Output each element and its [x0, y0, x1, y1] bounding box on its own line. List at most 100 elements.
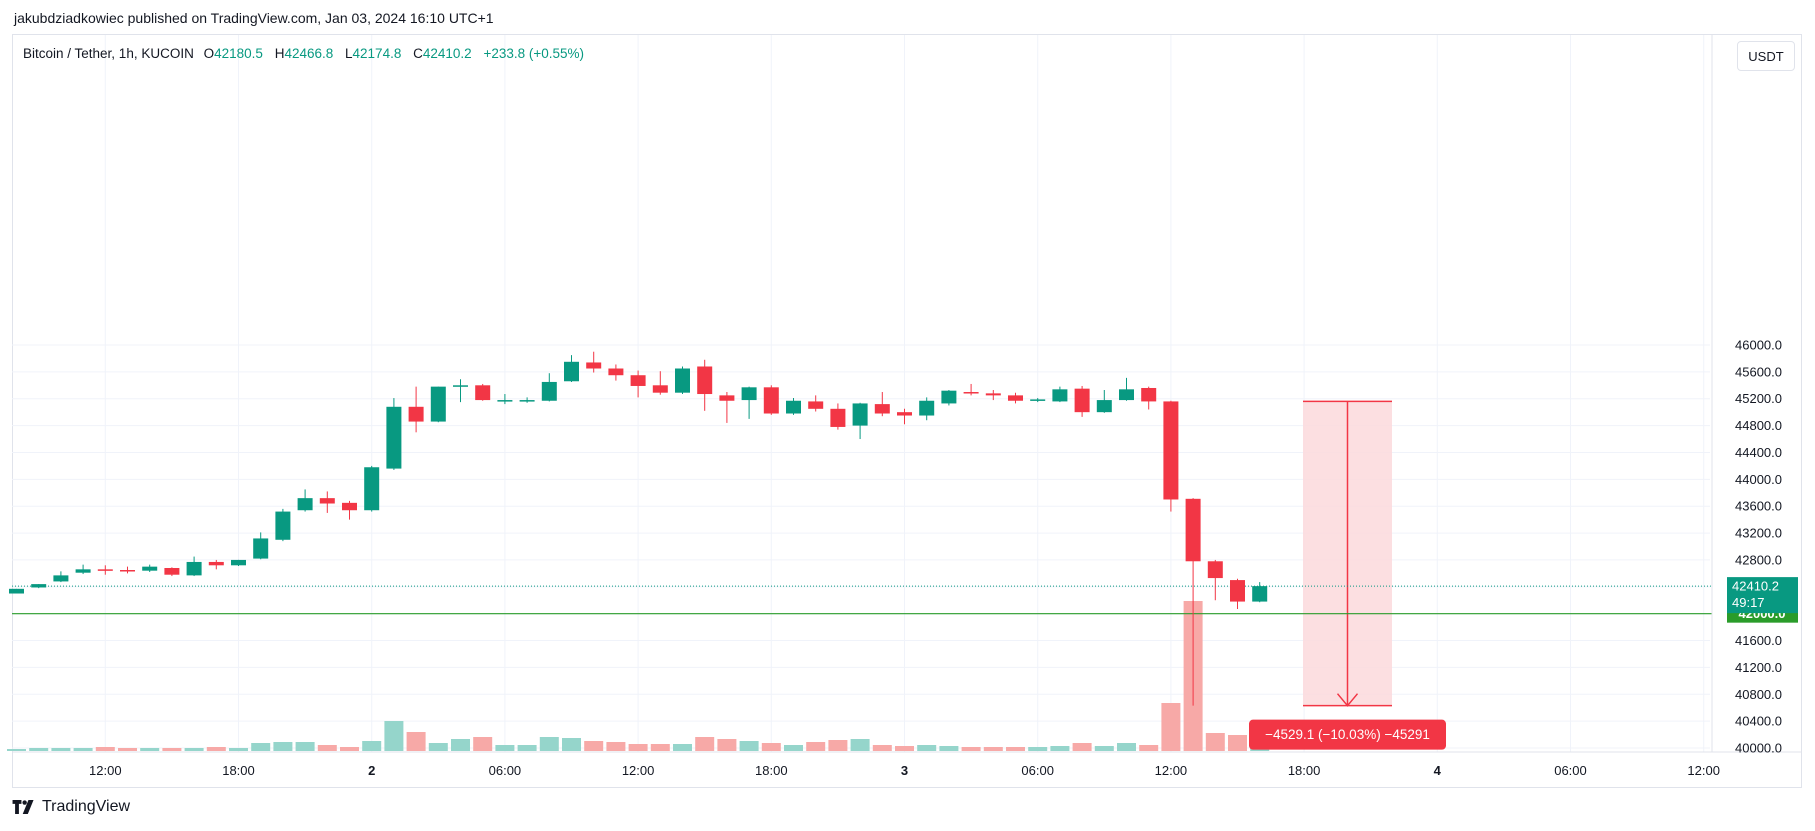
- candle-body: [919, 400, 935, 416]
- candle-body: [519, 400, 535, 402]
- candle: [1096, 390, 1112, 413]
- volume-bar: [1028, 747, 1048, 751]
- candle: [275, 508, 291, 542]
- candle: [1207, 559, 1223, 601]
- volume-bar: [695, 737, 715, 751]
- candle-body: [1185, 498, 1201, 562]
- volume-bar: [251, 743, 271, 751]
- candle-body: [1052, 389, 1068, 402]
- candle-body: [830, 408, 846, 427]
- volume-bar: [317, 745, 337, 751]
- candle: [630, 370, 646, 398]
- time-tick-label: 4: [1434, 763, 1442, 778]
- tradingview-brand[interactable]: TradingView: [12, 798, 130, 816]
- time-tick-label: 18:00: [755, 763, 788, 778]
- volume-bar: [1139, 745, 1159, 751]
- candle: [497, 394, 513, 405]
- volume-bar: [1050, 746, 1070, 751]
- candle: [453, 379, 468, 403]
- volume-bar: [717, 739, 737, 751]
- volume-bar: [451, 739, 470, 751]
- candle: [541, 373, 557, 402]
- volume-bar: [1228, 735, 1247, 751]
- volume-bar: [495, 745, 515, 751]
- candle-body: [808, 401, 824, 409]
- candle: [120, 566, 135, 574]
- volume-bar: [206, 747, 226, 751]
- volume-bar: [340, 747, 359, 751]
- candle: [1163, 400, 1179, 512]
- volume-bar: [73, 748, 93, 751]
- candle-body: [53, 575, 69, 582]
- price-tick-label: 43600.0: [1735, 499, 1782, 514]
- volume-bar: [140, 748, 160, 751]
- measure-arrow-head: [1336, 693, 1359, 707]
- candle: [1074, 385, 1090, 417]
- volume-bar: [517, 745, 537, 751]
- candle: [253, 532, 269, 560]
- price-tick-label: 40000.0: [1735, 741, 1782, 756]
- symbol-label[interactable]: Bitcoin / Tether, 1h, KUCOIN: [23, 46, 194, 61]
- candle: [741, 386, 757, 419]
- candle-body: [1119, 389, 1134, 401]
- candle-body: [31, 584, 47, 588]
- volume-bar: [95, 747, 115, 751]
- candle-body: [630, 375, 646, 386]
- candle-body: [1141, 387, 1157, 402]
- candle: [830, 403, 846, 430]
- candle-body: [475, 385, 491, 401]
- volume-bar: [7, 749, 26, 751]
- time-tick-label: 12:00: [1687, 763, 1720, 778]
- open-label: O: [203, 46, 215, 61]
- price-tick-label: 42800.0: [1735, 552, 1782, 567]
- candle-body: [675, 368, 690, 393]
- open-value: 42180.5: [214, 46, 263, 61]
- volume-bar: [51, 748, 71, 751]
- volume-bar: [562, 738, 581, 751]
- currency-button[interactable]: USDT: [1737, 41, 1795, 71]
- volume-bar: [983, 747, 1003, 751]
- last-price-text: 42410.2: [1732, 579, 1779, 594]
- close-value: 42410.2: [422, 46, 472, 61]
- candle: [919, 397, 935, 421]
- candle-body: [453, 385, 468, 387]
- candle-body: [763, 387, 779, 414]
- low-label: L: [345, 46, 353, 61]
- candle-body: [1230, 580, 1245, 602]
- high-value: 42466.8: [284, 46, 334, 61]
- volume-bar: [606, 742, 626, 751]
- volume-bar: [650, 744, 670, 751]
- volume-bar: [739, 741, 759, 751]
- candle: [430, 386, 446, 423]
- candle: [164, 567, 180, 577]
- candle-body: [186, 561, 202, 576]
- volume-bar: [961, 747, 981, 751]
- change-value: +233.8 (+0.55%): [483, 46, 585, 61]
- volume-bar: [584, 741, 604, 751]
- candle-body: [1030, 399, 1046, 401]
- candle: [874, 392, 890, 417]
- time-tick-label: 18:00: [222, 763, 255, 778]
- candle: [186, 556, 202, 577]
- volume-bar: [1117, 743, 1136, 751]
- candle: [985, 390, 1001, 401]
- candle-body: [1163, 401, 1179, 500]
- candle-body: [608, 368, 624, 376]
- volume-bar: [784, 745, 803, 751]
- high-label: H: [274, 46, 285, 61]
- candle: [97, 565, 113, 575]
- volume-bar: [850, 739, 870, 751]
- candle-body: [342, 502, 357, 511]
- price-tick-label: 43200.0: [1735, 526, 1782, 541]
- candle-body: [941, 390, 957, 404]
- candle: [475, 383, 491, 401]
- time-tick-label: 06:00: [1554, 763, 1587, 778]
- price-tick-label: 40400.0: [1735, 714, 1782, 729]
- candle: [386, 398, 402, 470]
- price-tick-label: 41200.0: [1735, 660, 1782, 675]
- time-tick-label: 06:00: [1021, 763, 1054, 778]
- measure-label-text: −4529.1 (−10.03%) −45291: [1265, 727, 1430, 742]
- candle-body: [786, 400, 801, 414]
- candle-body: [852, 403, 868, 426]
